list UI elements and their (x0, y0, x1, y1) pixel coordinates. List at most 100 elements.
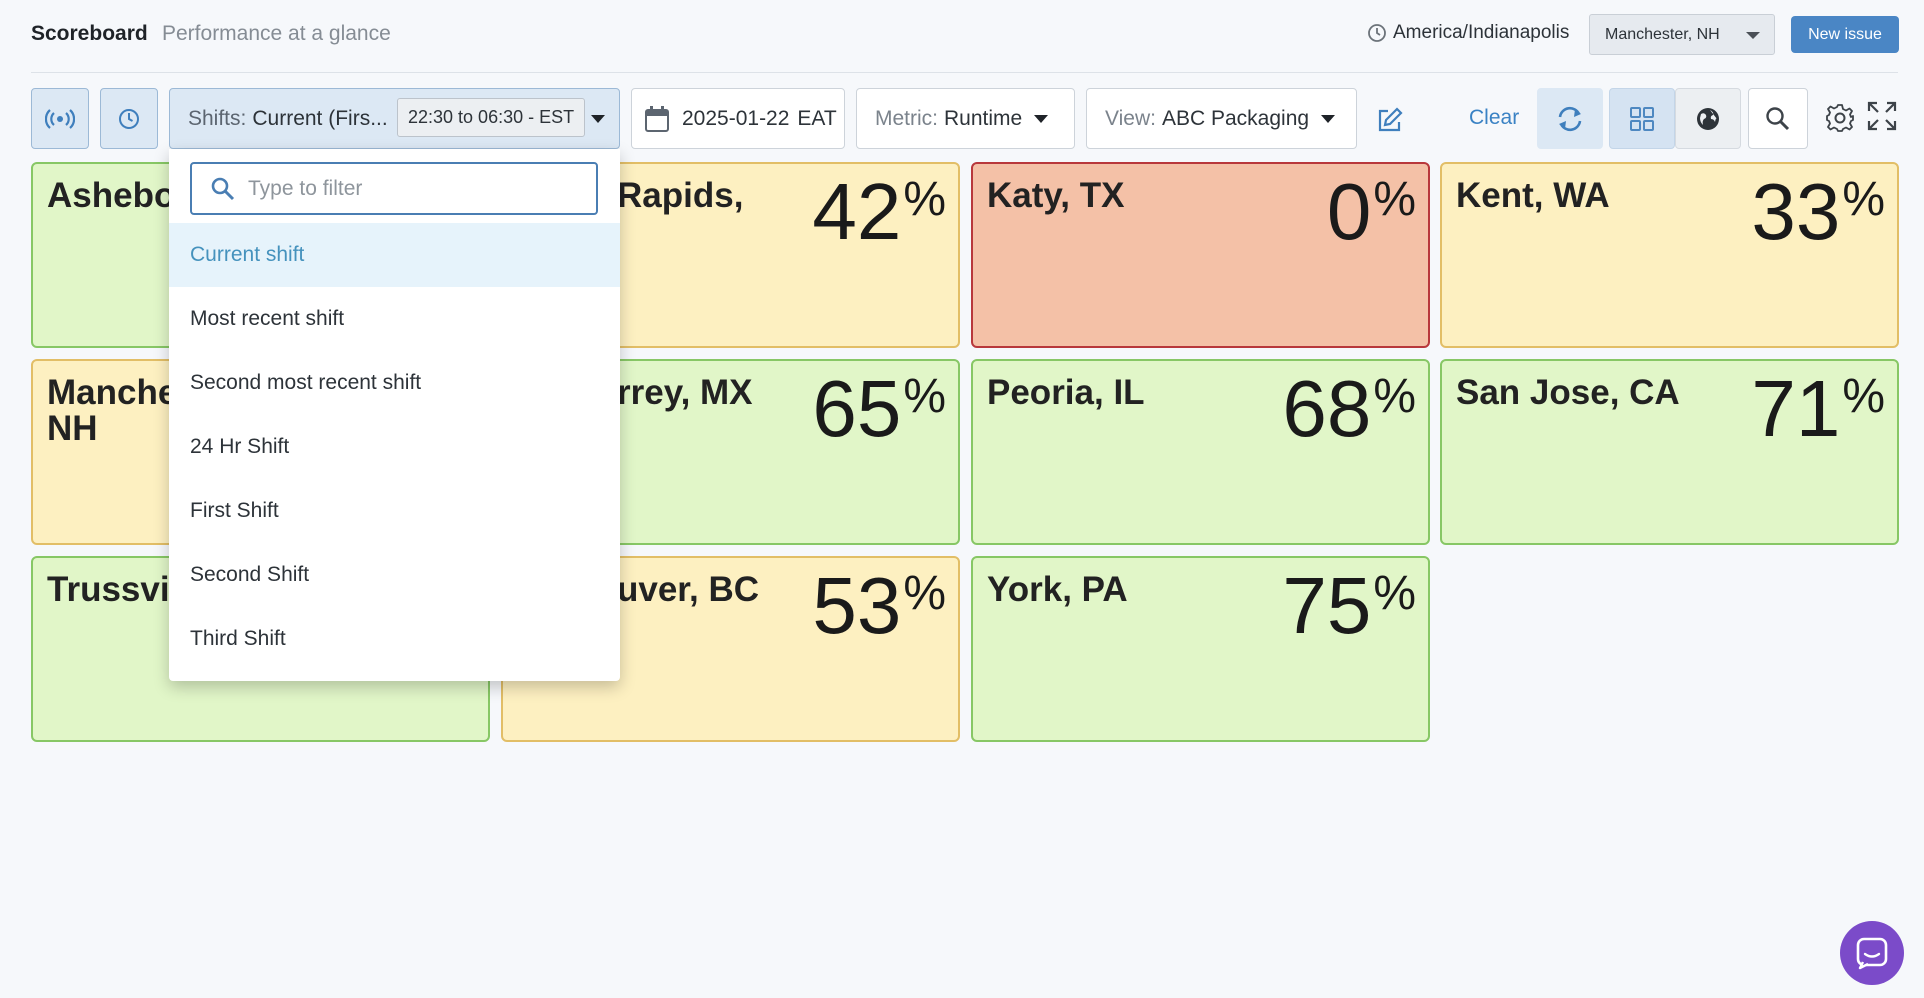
gear-icon (1826, 104, 1854, 132)
shift-option-third[interactable]: Third Shift (190, 627, 286, 650)
broadcast-icon (45, 108, 75, 129)
edit-icon (1378, 107, 1403, 132)
history-button[interactable] (100, 88, 158, 149)
caret-down-icon (1321, 114, 1336, 123)
clear-button[interactable]: Clear (1469, 106, 1520, 129)
clock-icon (119, 108, 139, 129)
metric-select[interactable]: Metric: Runtime (856, 88, 1075, 149)
calendar-icon (645, 105, 669, 132)
live-button[interactable] (31, 88, 89, 149)
timezone-indicator: America/Indianapolis (1367, 22, 1569, 44)
site-value-number: 53 (812, 561, 902, 650)
shift-option-first[interactable]: First Shift (190, 499, 279, 522)
view-label: View: (1105, 106, 1156, 130)
percent-sign: % (1842, 370, 1885, 423)
toolbar: Shifts: Current (Firs... 22:30 to 06:30 … (0, 88, 1924, 149)
site-name: Trussvil (47, 570, 180, 609)
shift-option-second[interactable]: Second Shift (190, 563, 310, 586)
site-value: 42% (812, 170, 946, 254)
view-value: ABC Packaging (1161, 106, 1310, 130)
app-title: Scoreboard (31, 22, 148, 45)
percent-sign: % (903, 370, 946, 423)
percent-sign: % (903, 567, 946, 620)
filter-input[interactable] (248, 176, 588, 201)
chat-launcher-button[interactable] (1840, 921, 1904, 985)
percent-sign: % (1373, 173, 1416, 226)
edit-view-button[interactable] (1376, 106, 1404, 134)
chat-icon (1856, 937, 1888, 970)
site-tile[interactable]: Kent, WA 33% (1440, 162, 1899, 348)
settings-button[interactable] (1825, 103, 1855, 133)
grid-icon (1630, 106, 1654, 131)
site-name: Peoria, IL (987, 373, 1145, 412)
shift-option-current[interactable]: Current shift (169, 223, 620, 287)
location-value: Manchester, NH (1605, 25, 1720, 43)
shift-dropdown: Current shift Most recent shift Second m… (169, 149, 620, 681)
map-view-button[interactable] (1675, 88, 1741, 149)
shift-select-value: Current (Firs... (252, 106, 388, 130)
site-name: Kent, WA (1456, 176, 1610, 215)
timezone-label: America/Indianapolis (1393, 22, 1570, 43)
site-value: 0% (1327, 170, 1416, 254)
view-select[interactable]: View: ABC Packaging (1086, 88, 1357, 149)
site-name: Ashebor (47, 176, 189, 215)
page-header: Scoreboard Performance at a glance Ameri… (31, 0, 1899, 73)
site-value-number: 0 (1326, 167, 1372, 256)
expand-icon (1867, 101, 1897, 131)
site-value: 53% (812, 564, 946, 648)
site-value-number: 68 (1282, 364, 1372, 453)
percent-sign: % (1842, 173, 1885, 226)
percent-sign: % (1373, 567, 1416, 620)
site-value: 65% (812, 367, 946, 451)
caret-down-icon (1034, 114, 1049, 123)
chevron-down-icon (1746, 32, 1760, 39)
site-value-number: 65 (812, 364, 902, 453)
percent-sign: % (1373, 370, 1416, 423)
site-tile[interactable]: San Jose, CA 71% (1440, 359, 1899, 545)
location-select[interactable]: Manchester, NH (1589, 14, 1775, 55)
site-name: York, PA (987, 570, 1128, 609)
metric-label: Metric: (875, 106, 938, 130)
app-subtitle: Performance at a glance (162, 22, 391, 45)
filter-field[interactable] (190, 162, 598, 215)
new-issue-button[interactable]: New issue (1791, 16, 1899, 53)
site-name: Manche NH (47, 373, 178, 448)
site-name: Katy, TX (987, 176, 1125, 215)
site-tile[interactable]: Katy, TX 0% (971, 162, 1430, 348)
site-name: uver, BC (617, 570, 759, 609)
site-name: Rapids, (617, 176, 744, 215)
site-tile[interactable]: Peoria, IL 68% (971, 359, 1430, 545)
search-button[interactable] (1748, 88, 1808, 149)
search-icon (211, 177, 235, 200)
shift-select[interactable]: Shifts: Current (Firs... 22:30 to 06:30 … (169, 88, 620, 149)
shift-option-most-recent[interactable]: Most recent shift (190, 307, 345, 330)
site-name: San Jose, CA (1456, 373, 1680, 412)
refresh-icon (1558, 106, 1582, 131)
date-timezone: EAT (797, 106, 837, 130)
date-picker[interactable]: 2025-01-22 EAT (631, 88, 845, 149)
site-value-number: 71 (1751, 364, 1841, 453)
site-value-number: 33 (1751, 167, 1841, 256)
search-icon (1766, 106, 1790, 130)
shift-range-badge: 22:30 to 06:30 - EST (397, 98, 586, 137)
metric-value: Runtime (944, 106, 1023, 130)
date-value: 2025-01-22 (682, 106, 790, 130)
caret-down-icon (591, 115, 605, 123)
globe-icon (1697, 107, 1719, 130)
site-value: 68% (1282, 367, 1416, 451)
site-value-number: 75 (1282, 561, 1372, 650)
fullscreen-button[interactable] (1866, 100, 1898, 132)
shift-option-second-most-recent[interactable]: Second most recent shift (190, 371, 422, 394)
site-tile[interactable]: York, PA 75% (971, 556, 1430, 742)
site-name: rrey, MX (617, 373, 753, 412)
site-value: 33% (1751, 170, 1885, 254)
shift-option-24hr[interactable]: 24 Hr Shift (190, 435, 290, 458)
percent-sign: % (903, 173, 946, 226)
clock-icon (1368, 24, 1386, 42)
refresh-button[interactable] (1537, 88, 1603, 149)
shift-select-label: Shifts: (188, 106, 247, 130)
site-value: 75% (1282, 564, 1416, 648)
site-value-number: 42 (812, 167, 902, 256)
site-value: 71% (1751, 367, 1885, 451)
grid-view-button[interactable] (1609, 88, 1675, 149)
